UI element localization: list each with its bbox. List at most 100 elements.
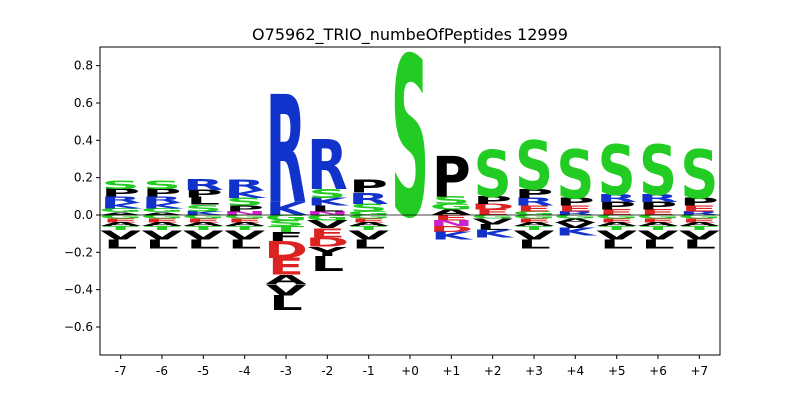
logo-letter-T: T (599, 225, 636, 231)
logo-letter-R: R (514, 196, 555, 208)
logo-letter-E: E (185, 218, 221, 224)
logo-letter-V: V (142, 228, 183, 243)
logo-letter-T: T (351, 225, 388, 231)
logo-letter-P: P (101, 187, 140, 199)
logo-letter-E: E (599, 208, 635, 217)
logo-letter-P: P (515, 187, 554, 202)
y-tick-label: 0.8 (74, 59, 93, 73)
logo-letter-R: R (224, 177, 265, 195)
logo-letter-K: K (472, 228, 515, 240)
logo-letter-T: T (516, 225, 553, 231)
logo-letter-T: T (185, 225, 222, 231)
logo-letter-R: R (307, 126, 348, 206)
logo-letter-P: P (680, 196, 719, 208)
logo-letter-G: G (430, 202, 473, 211)
logo-letter-N: N (305, 210, 349, 216)
logo-letter-L: L (104, 237, 138, 252)
logo-letter-K: K (183, 210, 227, 216)
logo-letter-S: S (598, 132, 636, 212)
x-tick-label: +4 (566, 364, 584, 378)
logo-letter-L: L (311, 253, 345, 276)
logo-letter-K: K (555, 226, 598, 238)
logo-letter-G: G (554, 214, 597, 220)
logo-letter-P: P (225, 204, 264, 213)
logo-letter-E: E (557, 204, 593, 213)
logo-letter-R: R (638, 193, 679, 205)
logo-letter-G: G (99, 214, 142, 220)
logo-letter-G: G (99, 207, 142, 213)
logo-letter-K: K (100, 201, 143, 210)
logo-letter-L: L (476, 223, 510, 232)
x-tick-label: -5 (197, 364, 209, 378)
logo-letter-K: K (307, 196, 350, 208)
logo-letter-K: K (142, 201, 185, 210)
logo-letter-G: G (347, 210, 390, 216)
logo-letter-A: A (555, 218, 596, 224)
logo-letter-E: E (227, 218, 263, 224)
logo-letter-P: P (556, 196, 595, 208)
x-tick-label: -6 (156, 364, 168, 378)
logo-letter-V: V (555, 221, 596, 230)
logo-letter-L: L (352, 237, 386, 252)
y-tick-label: −0.6 (64, 320, 93, 334)
logo-letter-V: V (638, 228, 679, 243)
logo-letter-A: A (514, 221, 555, 227)
x-tick-label: -3 (280, 364, 292, 378)
logo-letter-P: P (432, 144, 471, 210)
logo-letter-G: G (264, 213, 307, 222)
logo-letter-L: L (187, 237, 221, 252)
logo-letter-G: G (182, 214, 225, 220)
logo-letter-L: L (228, 237, 262, 252)
logo-letter-R: R (555, 210, 596, 216)
logo-letter-G: G (347, 214, 390, 220)
logo-letter-K: K (266, 199, 309, 220)
logo-letter-P: P (473, 194, 512, 206)
logo-letter-R: R (100, 195, 141, 205)
logo-letter-E: E (516, 218, 552, 224)
y-tick-label: −0.2 (64, 245, 93, 259)
logo-letter-S: S (391, 11, 429, 267)
x-tick-label: +5 (608, 364, 626, 378)
x-tick-label: +7 (690, 364, 708, 378)
y-axis: 0.8 0.6 0.4 0.2 0.0 −0.2 −0.4 −0.6 (64, 59, 100, 334)
logo-letter-R: R (348, 190, 389, 208)
logo-letter-K: K (224, 189, 267, 201)
y-tick-label: 0.6 (74, 96, 93, 110)
logo-letter-A: A (596, 221, 637, 227)
logo-letter-E: E (475, 208, 511, 217)
logo-letter-L: L (269, 292, 303, 315)
logo-letter-L: L (311, 204, 345, 213)
logo-letter-V: V (472, 217, 513, 226)
x-tick-label: -7 (115, 364, 127, 378)
y-tick-label: 0.4 (74, 133, 93, 147)
logo-letter-R: R (679, 210, 720, 216)
logo-letter-S: S (102, 179, 140, 192)
logo-letter-G: G (223, 214, 266, 220)
logo-letter-V: V (679, 228, 720, 243)
logo-letter-S: S (267, 219, 305, 228)
logo-letter-E: E (268, 253, 304, 280)
logo-letter-D: D (305, 235, 349, 250)
logo-letter-A: A (100, 221, 141, 227)
logo-letter-R: R (142, 195, 183, 205)
x-axis: -7 -6 -5 -4 -3 -2 -1 +0 +1 +2 +3 +4 +5 +6 +7 (115, 355, 708, 378)
plot-frame (99, 46, 721, 356)
logo-letter-D: D (264, 236, 308, 263)
logo-letter-S: S (143, 179, 181, 192)
logo-letter-E: E (681, 218, 717, 224)
logo-letter-E: E (599, 218, 635, 224)
logo-letter-A: A (142, 211, 183, 216)
logo-letter-P: P (597, 200, 636, 212)
logo-letter-A: A (266, 272, 307, 287)
logo-letter-P: P (143, 187, 182, 199)
logo-letter-G: G (140, 214, 183, 220)
logo-letter-R: R (183, 176, 224, 194)
logo-letter-F: F (268, 229, 304, 244)
logo-glyphs: AGKRPSGEATVLAGKRPSGEATVLKSLPRGEATVLNPSKR… (99, 11, 721, 315)
x-tick-label: +0 (401, 364, 419, 378)
logo-letter-R: R (266, 66, 307, 238)
logo-letter-S: S (184, 203, 222, 213)
logo-letter-A: A (100, 211, 141, 216)
x-tick-label: +6 (649, 364, 667, 378)
y-tick-label: 0.0 (74, 208, 93, 222)
